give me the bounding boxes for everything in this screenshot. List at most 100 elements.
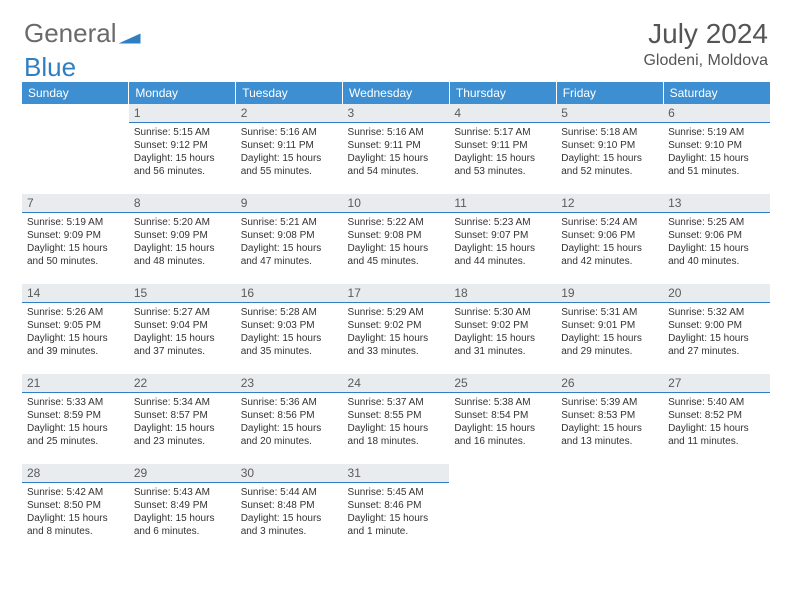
day-details: Sunrise: 5:19 AMSunset: 9:10 PMDaylight:…	[663, 123, 770, 180]
daylight-line: Daylight: 15 hours and 29 minutes.	[561, 332, 658, 358]
sunset-line: Sunset: 9:09 PM	[27, 229, 124, 242]
location-label: Glodeni, Moldova	[643, 52, 768, 70]
day-details: Sunrise: 5:36 AMSunset: 8:56 PMDaylight:…	[236, 393, 343, 450]
day-details: Sunrise: 5:43 AMSunset: 8:49 PMDaylight:…	[129, 483, 236, 540]
daylight-line: Daylight: 15 hours and 42 minutes.	[561, 242, 658, 268]
sunset-line: Sunset: 9:11 PM	[241, 139, 338, 152]
weekday-header-row: SundayMondayTuesdayWednesdayThursdayFrid…	[22, 82, 770, 104]
calendar-day-cell: 17Sunrise: 5:29 AMSunset: 9:02 PMDayligh…	[343, 284, 450, 374]
daylight-line: Daylight: 15 hours and 56 minutes.	[134, 152, 231, 178]
day-details: Sunrise: 5:42 AMSunset: 8:50 PMDaylight:…	[22, 483, 129, 540]
daylight-line: Daylight: 15 hours and 40 minutes.	[668, 242, 765, 268]
daylight-line: Daylight: 15 hours and 52 minutes.	[561, 152, 658, 178]
daylight-line: Daylight: 15 hours and 11 minutes.	[668, 422, 765, 448]
sunrise-line: Sunrise: 5:27 AM	[134, 306, 231, 319]
logo-text-general: General	[24, 18, 117, 49]
sunset-line: Sunset: 9:01 PM	[561, 319, 658, 332]
day-details: Sunrise: 5:16 AMSunset: 9:11 PMDaylight:…	[236, 123, 343, 180]
calendar-day-cell: 13Sunrise: 5:25 AMSunset: 9:06 PMDayligh…	[663, 194, 770, 284]
sunset-line: Sunset: 8:49 PM	[134, 499, 231, 512]
calendar-day-cell: 19Sunrise: 5:31 AMSunset: 9:01 PMDayligh…	[556, 284, 663, 374]
sunset-line: Sunset: 9:06 PM	[668, 229, 765, 242]
day-number: 14	[22, 284, 129, 303]
calendar-day-cell: 14Sunrise: 5:26 AMSunset: 9:05 PMDayligh…	[22, 284, 129, 374]
daylight-line: Daylight: 15 hours and 25 minutes.	[27, 422, 124, 448]
sunrise-line: Sunrise: 5:26 AM	[27, 306, 124, 319]
weekday-header: Friday	[556, 82, 663, 104]
calendar-day-cell	[556, 464, 663, 554]
day-number: 30	[236, 464, 343, 483]
sunrise-line: Sunrise: 5:36 AM	[241, 396, 338, 409]
daylight-line: Daylight: 15 hours and 20 minutes.	[241, 422, 338, 448]
day-details: Sunrise: 5:31 AMSunset: 9:01 PMDaylight:…	[556, 303, 663, 360]
sunset-line: Sunset: 9:10 PM	[561, 139, 658, 152]
sunrise-line: Sunrise: 5:33 AM	[27, 396, 124, 409]
sunrise-line: Sunrise: 5:16 AM	[348, 126, 445, 139]
sunrise-line: Sunrise: 5:28 AM	[241, 306, 338, 319]
day-number: 4	[449, 104, 556, 123]
day-details: Sunrise: 5:20 AMSunset: 9:09 PMDaylight:…	[129, 213, 236, 270]
calendar-body: 1Sunrise: 5:15 AMSunset: 9:12 PMDaylight…	[22, 104, 770, 554]
daylight-line: Daylight: 15 hours and 6 minutes.	[134, 512, 231, 538]
daylight-line: Daylight: 15 hours and 47 minutes.	[241, 242, 338, 268]
day-details: Sunrise: 5:28 AMSunset: 9:03 PMDaylight:…	[236, 303, 343, 360]
day-details: Sunrise: 5:32 AMSunset: 9:00 PMDaylight:…	[663, 303, 770, 360]
day-number: 15	[129, 284, 236, 303]
calendar-day-cell: 8Sunrise: 5:20 AMSunset: 9:09 PMDaylight…	[129, 194, 236, 284]
weekday-header: Sunday	[22, 82, 129, 104]
sunrise-line: Sunrise: 5:23 AM	[454, 216, 551, 229]
day-number: 25	[449, 374, 556, 393]
sunrise-line: Sunrise: 5:21 AM	[241, 216, 338, 229]
sunrise-line: Sunrise: 5:37 AM	[348, 396, 445, 409]
day-details: Sunrise: 5:25 AMSunset: 9:06 PMDaylight:…	[663, 213, 770, 270]
weekday-header: Monday	[129, 82, 236, 104]
daylight-line: Daylight: 15 hours and 50 minutes.	[27, 242, 124, 268]
weekday-header: Wednesday	[343, 82, 450, 104]
sunset-line: Sunset: 9:08 PM	[241, 229, 338, 242]
sunset-line: Sunset: 9:06 PM	[561, 229, 658, 242]
day-number: 20	[663, 284, 770, 303]
calendar-day-cell: 30Sunrise: 5:44 AMSunset: 8:48 PMDayligh…	[236, 464, 343, 554]
calendar-day-cell: 21Sunrise: 5:33 AMSunset: 8:59 PMDayligh…	[22, 374, 129, 464]
sunset-line: Sunset: 8:50 PM	[27, 499, 124, 512]
day-details: Sunrise: 5:33 AMSunset: 8:59 PMDaylight:…	[22, 393, 129, 450]
day-details: Sunrise: 5:44 AMSunset: 8:48 PMDaylight:…	[236, 483, 343, 540]
day-details: Sunrise: 5:17 AMSunset: 9:11 PMDaylight:…	[449, 123, 556, 180]
day-details: Sunrise: 5:29 AMSunset: 9:02 PMDaylight:…	[343, 303, 450, 360]
daylight-line: Daylight: 15 hours and 44 minutes.	[454, 242, 551, 268]
day-details: Sunrise: 5:15 AMSunset: 9:12 PMDaylight:…	[129, 123, 236, 180]
sunset-line: Sunset: 8:46 PM	[348, 499, 445, 512]
daylight-line: Daylight: 15 hours and 51 minutes.	[668, 152, 765, 178]
calendar-day-cell: 24Sunrise: 5:37 AMSunset: 8:55 PMDayligh…	[343, 374, 450, 464]
day-number: 28	[22, 464, 129, 483]
calendar-day-cell: 10Sunrise: 5:22 AMSunset: 9:08 PMDayligh…	[343, 194, 450, 284]
sunrise-line: Sunrise: 5:19 AM	[668, 126, 765, 139]
day-details: Sunrise: 5:45 AMSunset: 8:46 PMDaylight:…	[343, 483, 450, 540]
daylight-line: Daylight: 15 hours and 18 minutes.	[348, 422, 445, 448]
calendar-day-cell: 12Sunrise: 5:24 AMSunset: 9:06 PMDayligh…	[556, 194, 663, 284]
day-number: 31	[343, 464, 450, 483]
day-number: 26	[556, 374, 663, 393]
calendar-day-cell: 18Sunrise: 5:30 AMSunset: 9:02 PMDayligh…	[449, 284, 556, 374]
calendar-day-cell: 22Sunrise: 5:34 AMSunset: 8:57 PMDayligh…	[129, 374, 236, 464]
sunset-line: Sunset: 8:55 PM	[348, 409, 445, 422]
day-number: 17	[343, 284, 450, 303]
daylight-line: Daylight: 15 hours and 16 minutes.	[454, 422, 551, 448]
title-block: July 2024 Glodeni, Moldova	[643, 18, 768, 70]
sunrise-line: Sunrise: 5:43 AM	[134, 486, 231, 499]
calendar-day-cell	[22, 104, 129, 194]
weekday-header: Saturday	[663, 82, 770, 104]
day-number: 19	[556, 284, 663, 303]
sunset-line: Sunset: 9:04 PM	[134, 319, 231, 332]
daylight-line: Daylight: 15 hours and 8 minutes.	[27, 512, 124, 538]
daylight-line: Daylight: 15 hours and 31 minutes.	[454, 332, 551, 358]
calendar-day-cell: 4Sunrise: 5:17 AMSunset: 9:11 PMDaylight…	[449, 104, 556, 194]
daylight-line: Daylight: 15 hours and 3 minutes.	[241, 512, 338, 538]
day-details: Sunrise: 5:38 AMSunset: 8:54 PMDaylight:…	[449, 393, 556, 450]
sunrise-line: Sunrise: 5:18 AM	[561, 126, 658, 139]
sunrise-line: Sunrise: 5:15 AM	[134, 126, 231, 139]
day-number: 11	[449, 194, 556, 213]
day-details: Sunrise: 5:24 AMSunset: 9:06 PMDaylight:…	[556, 213, 663, 270]
day-number: 6	[663, 104, 770, 123]
calendar-day-cell: 16Sunrise: 5:28 AMSunset: 9:03 PMDayligh…	[236, 284, 343, 374]
